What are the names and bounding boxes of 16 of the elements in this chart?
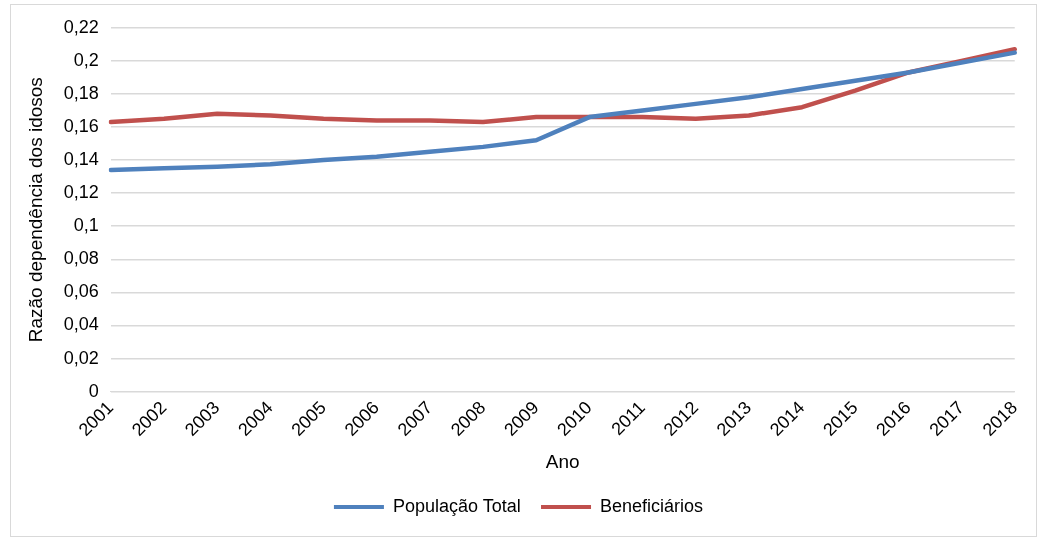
- y-tick-label: 0,18: [63, 82, 99, 103]
- y-tick-label: 0,2: [73, 49, 99, 70]
- y-tick-label: 0: [88, 380, 99, 401]
- legend-label: Beneficiários: [600, 495, 704, 516]
- y-axis-title: Razão dependência dos idosos: [24, 77, 46, 343]
- x-axis-title: Ano: [545, 450, 580, 472]
- y-tick-label: 0,1: [73, 215, 99, 236]
- y-tick-label: 0,16: [63, 115, 99, 136]
- y-tick-label: 0,14: [63, 149, 99, 170]
- y-tick-label: 0,06: [63, 281, 99, 302]
- y-tick-label: 0,12: [63, 182, 99, 203]
- y-tick-label: 0,22: [63, 16, 99, 37]
- y-tick-label: 0,04: [63, 314, 99, 335]
- legend-label: População Total: [392, 495, 521, 516]
- y-tick-label: 0,02: [63, 347, 99, 368]
- y-tick-label: 0,08: [63, 248, 99, 269]
